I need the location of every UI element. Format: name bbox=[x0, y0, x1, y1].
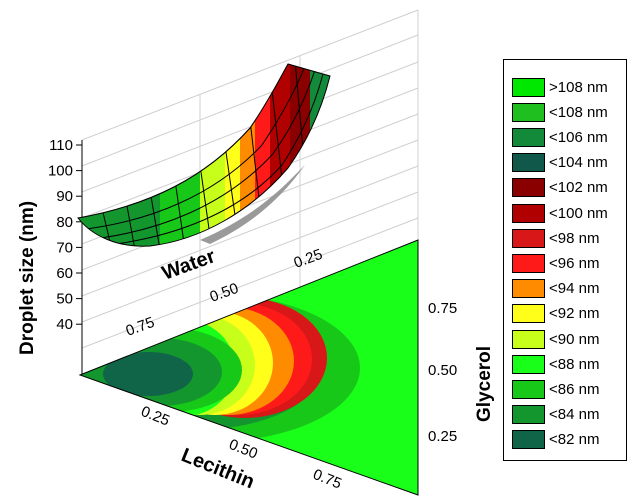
legend-item: <84 nm bbox=[512, 405, 599, 425]
legend-item: <100 nm bbox=[512, 203, 608, 223]
legend-swatch bbox=[512, 329, 545, 349]
z-axis-title: Droplet size (nm) bbox=[17, 201, 38, 355]
legend-label: <92 nm bbox=[549, 305, 600, 323]
legend-swatch bbox=[512, 77, 545, 97]
legend-swatch bbox=[512, 354, 545, 374]
surface-band-90 bbox=[200, 64, 225, 247]
legend-item: <90 nm bbox=[512, 329, 599, 349]
legend-item: <86 nm bbox=[512, 379, 599, 399]
legend-swatch bbox=[512, 253, 545, 273]
legend-label: <100 nm bbox=[549, 204, 608, 222]
legend-item: <92 nm bbox=[512, 304, 599, 324]
legend-label: >108 nm bbox=[549, 78, 608, 96]
legend-label: <106 nm bbox=[549, 128, 608, 146]
glycerol-axis-title: Glycerol bbox=[474, 346, 495, 422]
legend-label: <98 nm bbox=[549, 229, 600, 247]
glycerol-axis: 0.75 0.50 0.25 Glycerol bbox=[428, 300, 495, 445]
legend-swatch bbox=[512, 304, 545, 324]
legend-item: <94 nm bbox=[512, 279, 599, 299]
z-tick-label: 100 bbox=[48, 163, 73, 180]
ternary-base bbox=[78, 239, 419, 496]
lecithin-tick-2: 0.50 bbox=[227, 436, 260, 463]
z-tick-label: 110 bbox=[49, 137, 73, 154]
legend-item: <82 nm bbox=[512, 430, 599, 450]
legend-swatch bbox=[512, 405, 545, 425]
water-tick-3: 0.25 bbox=[292, 246, 325, 272]
legend-label: <94 nm bbox=[549, 280, 600, 298]
legend-item: <108 nm bbox=[512, 102, 608, 122]
surface-underside bbox=[200, 165, 305, 244]
legend-item: <102 nm bbox=[512, 178, 608, 198]
lecithin-tick-1: 0.25 bbox=[139, 403, 172, 430]
lecithin-tick-3: 0.75 bbox=[311, 466, 344, 493]
z-tick-label: 70 bbox=[56, 239, 73, 256]
legend-swatch bbox=[512, 379, 545, 399]
z-tick-label: 80 bbox=[56, 214, 73, 231]
legend-label: <82 nm bbox=[549, 431, 600, 449]
legend-label: <104 nm bbox=[549, 154, 608, 172]
legend-item: <96 nm bbox=[512, 253, 599, 273]
water-axis-title: Water bbox=[159, 245, 218, 284]
legend-swatch bbox=[512, 153, 545, 173]
surface-band-88 bbox=[160, 64, 200, 247]
legend-label: <102 nm bbox=[549, 179, 608, 197]
legend-label: <90 nm bbox=[549, 330, 600, 348]
z-axis: 110 100 90 80 70 60 50 40 bbox=[48, 137, 83, 375]
z-tick-label: 40 bbox=[56, 316, 73, 333]
z-tick-label: 90 bbox=[56, 188, 73, 205]
glycerol-tick-3: 0.25 bbox=[428, 428, 457, 445]
legend-item: >108 nm bbox=[512, 77, 608, 97]
z-tick-label: 50 bbox=[56, 291, 73, 308]
legend-swatch bbox=[512, 127, 545, 147]
legend-item: <88 nm bbox=[512, 354, 599, 374]
surface-band-100 bbox=[270, 64, 290, 247]
legend-swatch bbox=[512, 430, 545, 450]
legend-swatch bbox=[512, 178, 545, 198]
legend-item: <98 nm bbox=[512, 228, 599, 248]
legend-item: <104 nm bbox=[512, 153, 608, 173]
legend-label: <96 nm bbox=[549, 254, 600, 272]
legend-item: <106 nm bbox=[512, 127, 608, 147]
legend-swatch bbox=[512, 102, 545, 122]
legend-swatch bbox=[512, 279, 545, 299]
legend-swatch bbox=[512, 203, 545, 223]
legend-label: <84 nm bbox=[549, 406, 600, 424]
legend-swatch bbox=[512, 228, 545, 248]
water-tick-1: 0.75 bbox=[124, 314, 157, 340]
ternary-surface-plot: 110 100 90 80 70 60 50 40 bbox=[17, 9, 495, 496]
contour-band-82 bbox=[103, 352, 193, 396]
z-tick-label: 60 bbox=[56, 265, 73, 282]
legend-label: <88 nm bbox=[549, 355, 600, 373]
legend: >108 nm <108 nm <106 nm <104 nm <102 nm <100 … bbox=[503, 59, 627, 461]
legend-label: <86 nm bbox=[549, 380, 600, 398]
glycerol-tick-1: 0.75 bbox=[428, 300, 457, 317]
legend-label: <108 nm bbox=[549, 103, 608, 121]
glycerol-tick-2: 0.50 bbox=[428, 362, 457, 379]
water-tick-2: 0.50 bbox=[208, 280, 241, 306]
